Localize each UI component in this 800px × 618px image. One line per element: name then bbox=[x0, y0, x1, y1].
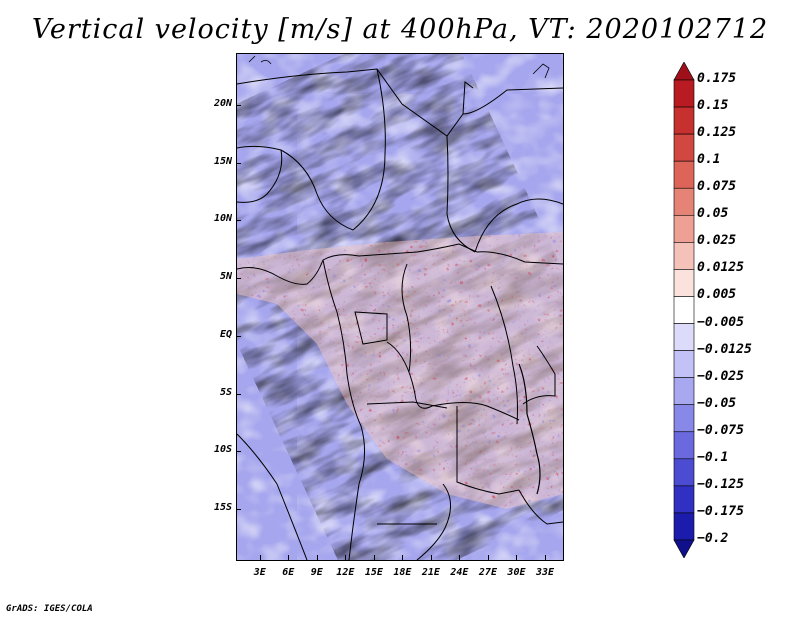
colorbar bbox=[673, 62, 695, 558]
colorbar-tick-label: −0.175 bbox=[697, 503, 744, 519]
colorbar-segment bbox=[673, 296, 695, 324]
lon-tick-mark bbox=[345, 555, 347, 560]
lon-tick-mark bbox=[430, 555, 432, 560]
colorbar-tick-label: −0.005 bbox=[697, 314, 744, 330]
lon-tick-label: 30E bbox=[507, 567, 526, 578]
lon-tick-mark bbox=[487, 555, 489, 560]
colorbar-tick-label: 0.175 bbox=[697, 71, 737, 86]
colorbar-segment bbox=[673, 377, 695, 406]
lat-tick-mark bbox=[236, 220, 241, 222]
colorbar-tick-label: −0.125 bbox=[697, 476, 744, 492]
colorbar-tick-label: 0.05 bbox=[697, 206, 729, 222]
colorbar-segment bbox=[673, 242, 695, 270]
lon-tick-label: 6E bbox=[282, 567, 295, 578]
colorbar-segment bbox=[673, 214, 695, 243]
lat-tick-label: 10N bbox=[213, 213, 232, 225]
lon-tick-mark bbox=[516, 555, 518, 560]
lat-tick-label: EQ bbox=[219, 328, 232, 340]
lon-tick-mark bbox=[288, 555, 290, 560]
lon-tick-label: 24E bbox=[450, 567, 469, 578]
colorbar-segment bbox=[673, 539, 695, 558]
lon-tick-label: 15E bbox=[364, 567, 383, 578]
lon-tick-mark bbox=[373, 555, 375, 560]
colorbar-tick-label: −0.0125 bbox=[697, 341, 752, 357]
lat-tick-mark bbox=[236, 335, 241, 337]
colorbar-segment bbox=[673, 133, 695, 162]
colorbar-segment bbox=[673, 458, 695, 487]
colorbar-tick-label: 0.1 bbox=[697, 152, 721, 168]
lon-tick-mark bbox=[259, 555, 261, 560]
chart-title: Vertical velocity [m/s] at 400hPa, VT: 2… bbox=[31, 14, 769, 45]
colorbar-segment bbox=[673, 79, 695, 108]
colorbar-tick-label: −0.05 bbox=[697, 395, 737, 411]
lat-tick-mark bbox=[236, 278, 241, 280]
colorbar-tick-label: 0.0125 bbox=[697, 260, 744, 276]
lon-tick-mark bbox=[459, 555, 461, 560]
colorbar-tick-label: 0.125 bbox=[697, 125, 737, 141]
map-panel bbox=[236, 53, 564, 561]
colorbar-tick-label: 0.025 bbox=[697, 233, 737, 249]
colorbar-tick-label: 0.075 bbox=[697, 179, 737, 195]
colorbar-segment bbox=[673, 485, 695, 514]
lat-tick-mark bbox=[236, 509, 241, 511]
colorbar-segment bbox=[673, 512, 695, 541]
lon-tick-mark bbox=[402, 555, 404, 560]
lat-tick-label: 20N bbox=[213, 97, 232, 109]
lat-tick-mark bbox=[236, 451, 241, 453]
lat-tick-label: 15S bbox=[213, 502, 232, 514]
colorbar-segment bbox=[673, 106, 695, 135]
lat-tick-label: 15N bbox=[213, 155, 232, 167]
lon-tick-label: 21E bbox=[421, 567, 440, 578]
colorbar-segment bbox=[673, 187, 695, 216]
lat-tick-mark bbox=[236, 162, 241, 164]
lat-tick-label: 5S bbox=[219, 386, 232, 398]
lon-tick-label: 3E bbox=[253, 567, 266, 578]
grads-credit: GrADS: IGES/COLA bbox=[6, 604, 93, 614]
lon-tick-label: 18E bbox=[393, 567, 412, 578]
lon-tick-label: 33E bbox=[535, 567, 555, 578]
colorbar-segment bbox=[673, 350, 695, 378]
colorbar-tick-label: 0.005 bbox=[697, 287, 737, 303]
colorbar-segment bbox=[673, 323, 695, 351]
lon-tick-label: 12E bbox=[336, 567, 355, 578]
colorbar-tick-label: −0.2 bbox=[697, 531, 729, 546]
lat-tick-label: 5N bbox=[219, 271, 232, 283]
colorbar-tick-label: −0.1 bbox=[697, 449, 729, 465]
lon-tick-mark bbox=[544, 555, 546, 560]
colorbar-tick-label: −0.075 bbox=[697, 422, 744, 438]
colorbar-segment bbox=[673, 269, 695, 297]
lon-tick-label: 27E bbox=[478, 567, 497, 578]
colorbar-segment bbox=[673, 160, 695, 189]
colorbar-tick-label: −0.025 bbox=[697, 368, 744, 384]
colorbar-tick-label: 0.15 bbox=[697, 98, 729, 114]
lon-tick-label: 9E bbox=[310, 567, 323, 578]
lat-tick-mark bbox=[236, 393, 241, 395]
colorbar-segment bbox=[673, 404, 695, 433]
colorbar-segment bbox=[673, 431, 695, 460]
lat-tick-label: 10S bbox=[213, 444, 232, 456]
lon-tick-mark bbox=[316, 555, 318, 560]
colorbar-segment bbox=[673, 62, 695, 81]
country-borders bbox=[237, 55, 563, 560]
lat-tick-mark bbox=[236, 104, 241, 106]
